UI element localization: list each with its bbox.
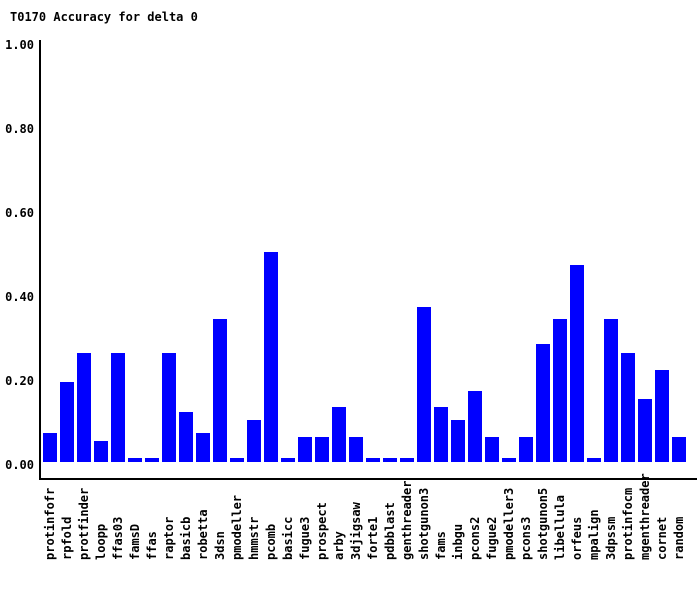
bar-pcons3 [519, 437, 533, 462]
x-category-label: fams [434, 531, 448, 560]
bar-raptor [162, 353, 176, 462]
bar-basicc [281, 458, 295, 462]
y-tick-label: 0.60 [5, 206, 34, 220]
y-tick-label: 0.00 [5, 458, 34, 472]
x-category-label: 3djigsaw [349, 502, 363, 560]
bar-famsD [128, 458, 142, 462]
x-category-label: random [672, 516, 686, 560]
bar-random [672, 437, 686, 462]
x-category-label: pmodeller3 [502, 487, 516, 560]
y-tick-label: 0.80 [5, 122, 34, 136]
x-category-label: mgenthreader [638, 473, 652, 560]
x-category-label: prospect [315, 502, 329, 560]
x-axis-line [39, 478, 697, 480]
bar-protfinder [77, 353, 91, 462]
x-category-label: fugue2 [485, 516, 499, 560]
bar-pmodeller [230, 458, 244, 462]
x-category-label: forte1 [366, 516, 380, 560]
bar-protinfocm [621, 353, 635, 462]
x-category-label: 3dpssm [604, 516, 618, 560]
bar-pmodeller3 [502, 458, 516, 462]
x-category-label: robetta [196, 509, 210, 560]
x-category-label: pmodeller [230, 494, 244, 560]
bar-shotgunon3 [417, 307, 431, 462]
bar-loopp [94, 441, 108, 462]
x-category-label: famsD [128, 523, 142, 560]
x-category-label: pcomb [264, 523, 278, 560]
x-category-label: orfeus [570, 516, 584, 560]
bar-mpalign [587, 458, 601, 462]
y-tick-label: 0.40 [5, 290, 34, 304]
x-category-label: protinfocm [621, 487, 635, 560]
x-category-label: pcons2 [468, 516, 482, 560]
bar-shotgunon5 [536, 344, 550, 462]
x-category-label: shotgunon5 [536, 487, 550, 560]
bar-fams [434, 407, 448, 462]
bar-3dsn [213, 319, 227, 462]
x-category-label: 3dsn [213, 531, 227, 560]
bar-fugue3 [298, 437, 312, 462]
x-category-label: libellula [553, 494, 567, 560]
x-category-label: basicb [179, 516, 193, 560]
bar-basicb [179, 412, 193, 462]
bar-3djigsaw [349, 437, 363, 462]
bar-protinfofr [43, 433, 57, 462]
x-category-label: protinfofr [43, 487, 57, 560]
x-category-label: hmmstr [247, 516, 261, 560]
bar-pdbblast [383, 458, 397, 462]
y-tick-label: 1.00 [5, 38, 34, 52]
bar-orfeus [570, 265, 584, 462]
x-category-label: raptor [162, 516, 176, 560]
x-category-label: protfinder [77, 487, 91, 560]
x-category-label: pcons3 [519, 516, 533, 560]
bar-libellula [553, 319, 567, 462]
x-category-label: mpalign [587, 509, 601, 560]
bar-inbgu [451, 420, 465, 462]
bar-hmmstr [247, 420, 261, 462]
x-category-label: fugue3 [298, 516, 312, 560]
chart-title: T0170 Accuracy for delta 0 [10, 10, 198, 24]
bar-robetta [196, 433, 210, 462]
x-category-label: shotgunon3 [417, 487, 431, 560]
bar-mgenthreader [638, 399, 652, 462]
x-category-label: genthreader [400, 480, 414, 560]
y-tick-label: 0.20 [5, 374, 34, 388]
x-category-label: ffas03 [111, 516, 125, 560]
x-category-label: inbgu [451, 523, 465, 560]
bar-pcons2 [468, 391, 482, 462]
bar-genthreader [400, 458, 414, 462]
bar-3dpssm [604, 319, 618, 462]
x-category-label: ffas [145, 531, 159, 560]
bar-prospect [315, 437, 329, 462]
bar-pcomb [264, 252, 278, 462]
bar-rpfold [60, 382, 74, 462]
bar-cornet [655, 370, 669, 462]
x-category-label: cornet [655, 516, 669, 560]
bar-ffas [145, 458, 159, 462]
bar-fugue2 [485, 437, 499, 462]
bar-forte1 [366, 458, 380, 462]
y-axis-line [39, 40, 41, 480]
x-category-label: loopp [94, 523, 108, 560]
bar-arby [332, 407, 346, 462]
x-category-label: rpfold [60, 516, 74, 560]
bar-ffas03 [111, 353, 125, 462]
x-category-label: pdbblast [383, 502, 397, 560]
x-category-label: basicc [281, 516, 295, 560]
x-category-label: arby [332, 531, 346, 560]
